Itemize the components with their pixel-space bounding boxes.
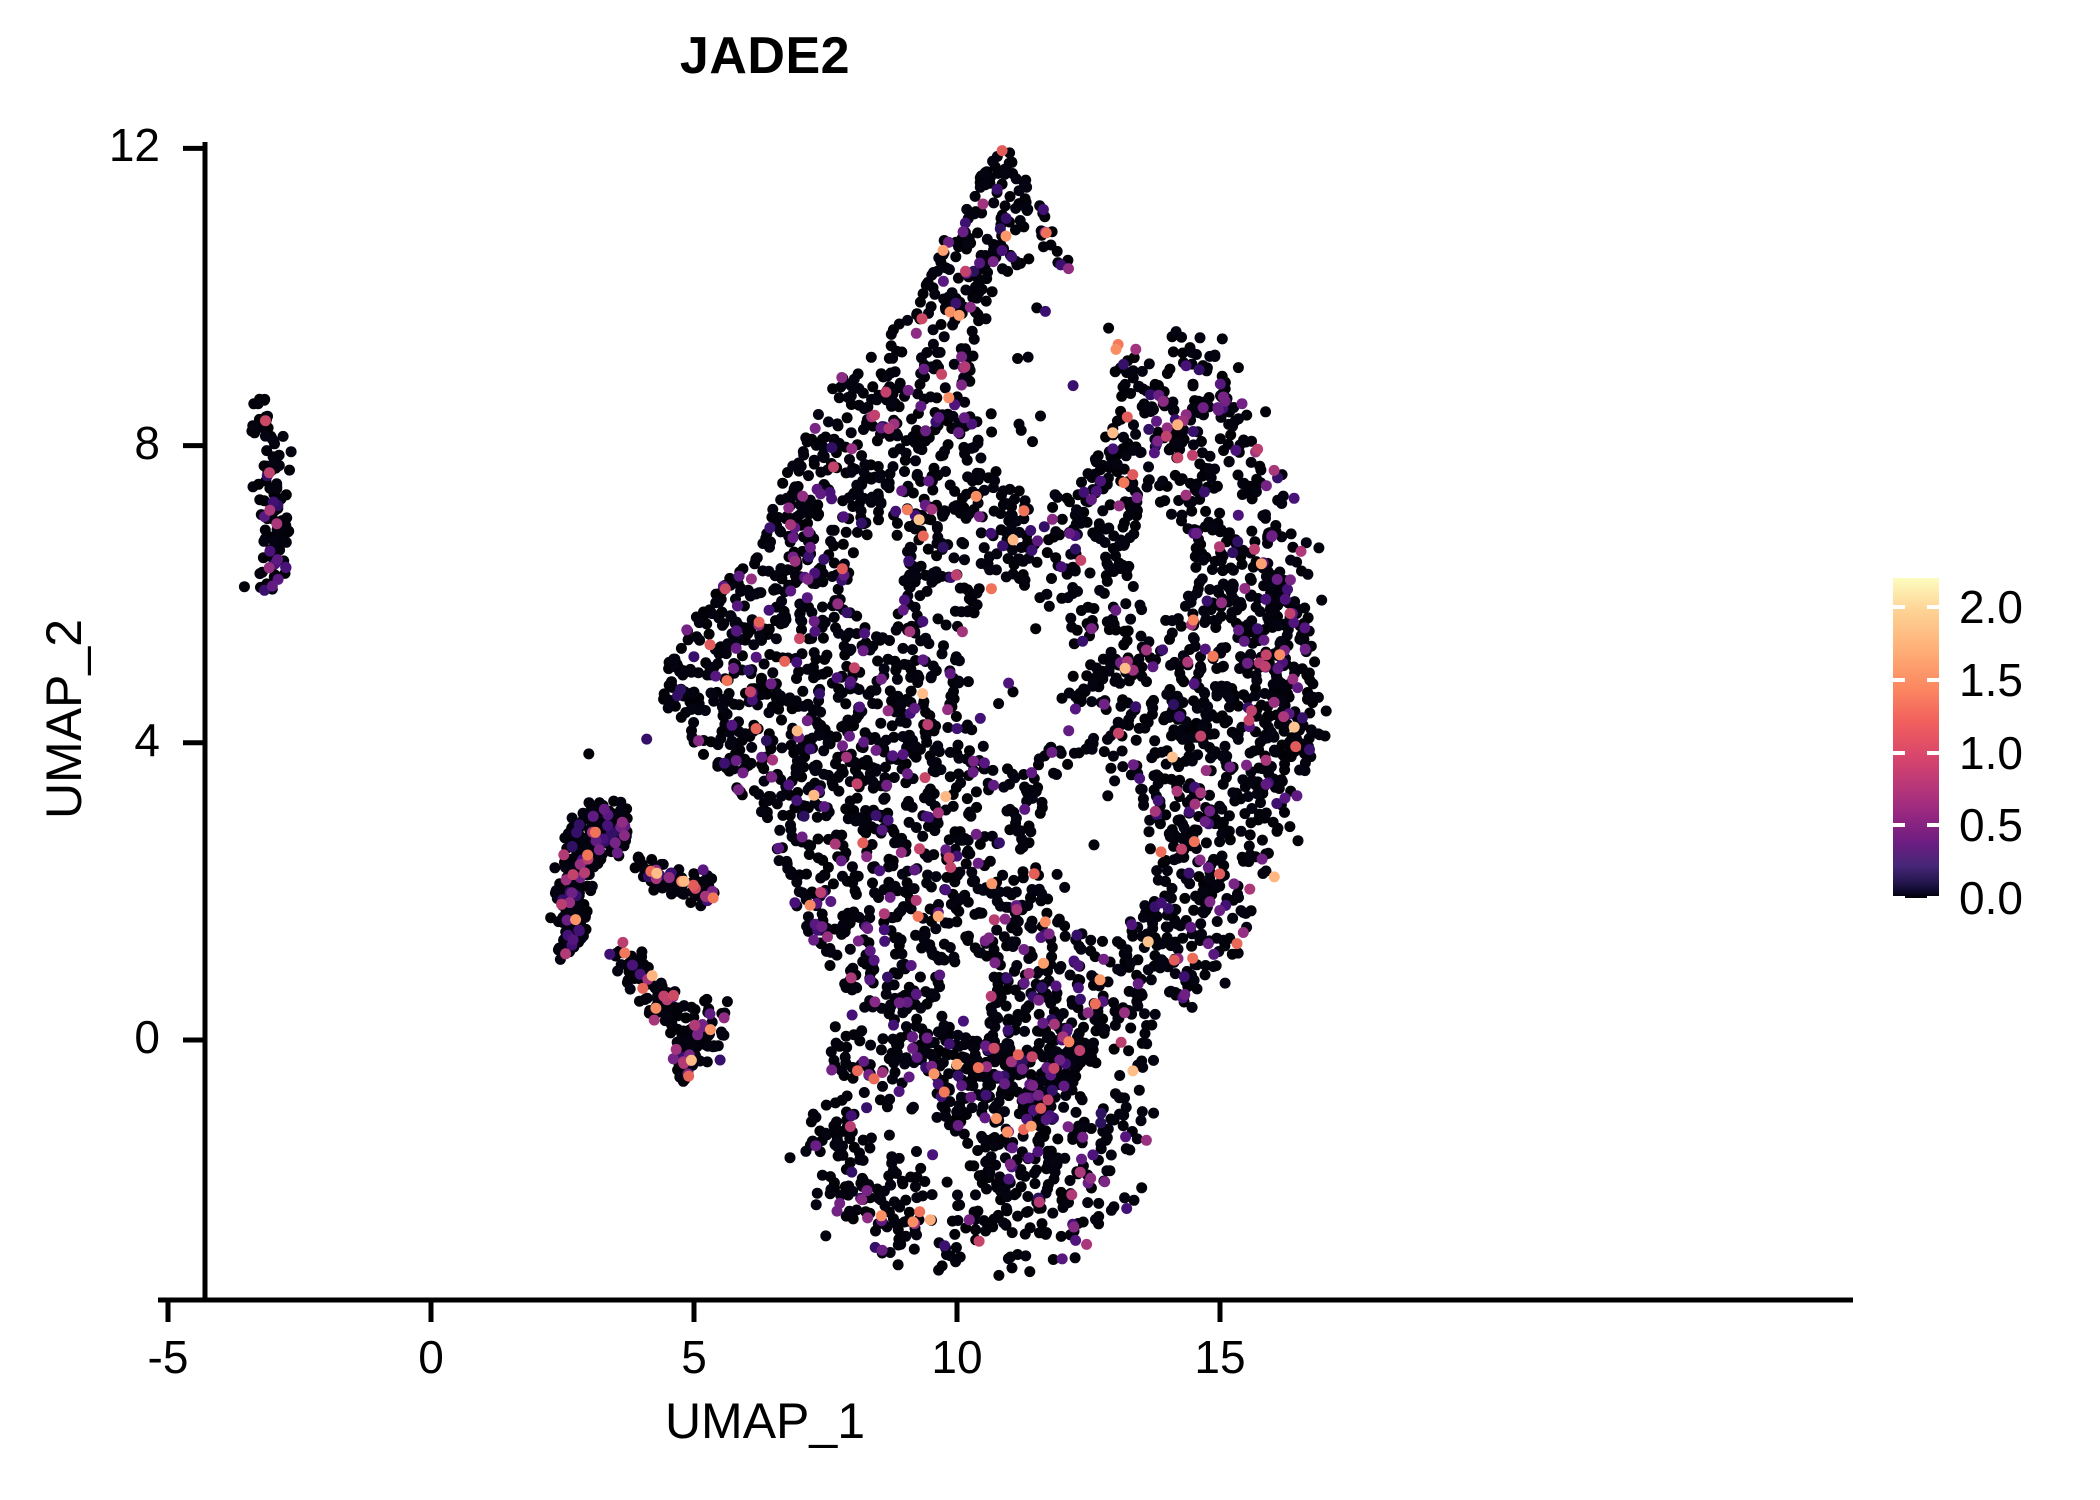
colorbar-tick-label: 0.0 [1959,872,2023,924]
y-axis-ticks [183,145,205,1043]
x-axis-ticks [165,1300,1223,1322]
colorbar-tick-label: 1.0 [1959,726,2023,779]
colorbar-tick-label: 0.5 [1959,799,2023,852]
y-tick-label: 8 [134,416,160,469]
colorbar-gradient [1893,578,1939,898]
colorbar-tick-mark [1927,750,1939,755]
colorbar-tick-mark [1927,823,1939,828]
colorbar-tick-mark [1927,896,1939,900]
y-tick-label: 4 [134,713,160,766]
colorbar-tick-mark [1893,750,1905,755]
y-axis-tick-labels: 0 4 8 12 [0,0,178,1500]
colorbar-legend: 2.0 1.5 1.0 0.5 0.0 [1893,578,2093,924]
colorbar-tick-mark [1893,605,1905,610]
colorbar-tick-mark [1927,677,1939,682]
colorbar-tick-mark [1893,896,1905,900]
page-title: JADE2 [679,27,851,85]
colorbar-tick-label: 2.0 [1959,581,2023,634]
x-axis-title: UMAP_1 [664,1393,866,1449]
y-tick-label: 0 [134,1011,160,1063]
colorbar-tick-mark [1893,677,1905,682]
colorbar-tick-mark [1927,605,1939,610]
colorbar-tick-label: 1.5 [1959,653,2023,706]
data-points-layer [238,145,1332,1281]
axis-lines [158,142,1853,1303]
y-tick-label: 12 [108,119,160,172]
y-axis-title: UMAP_2 [36,618,92,820]
colorbar-tick-mark [1893,823,1905,828]
